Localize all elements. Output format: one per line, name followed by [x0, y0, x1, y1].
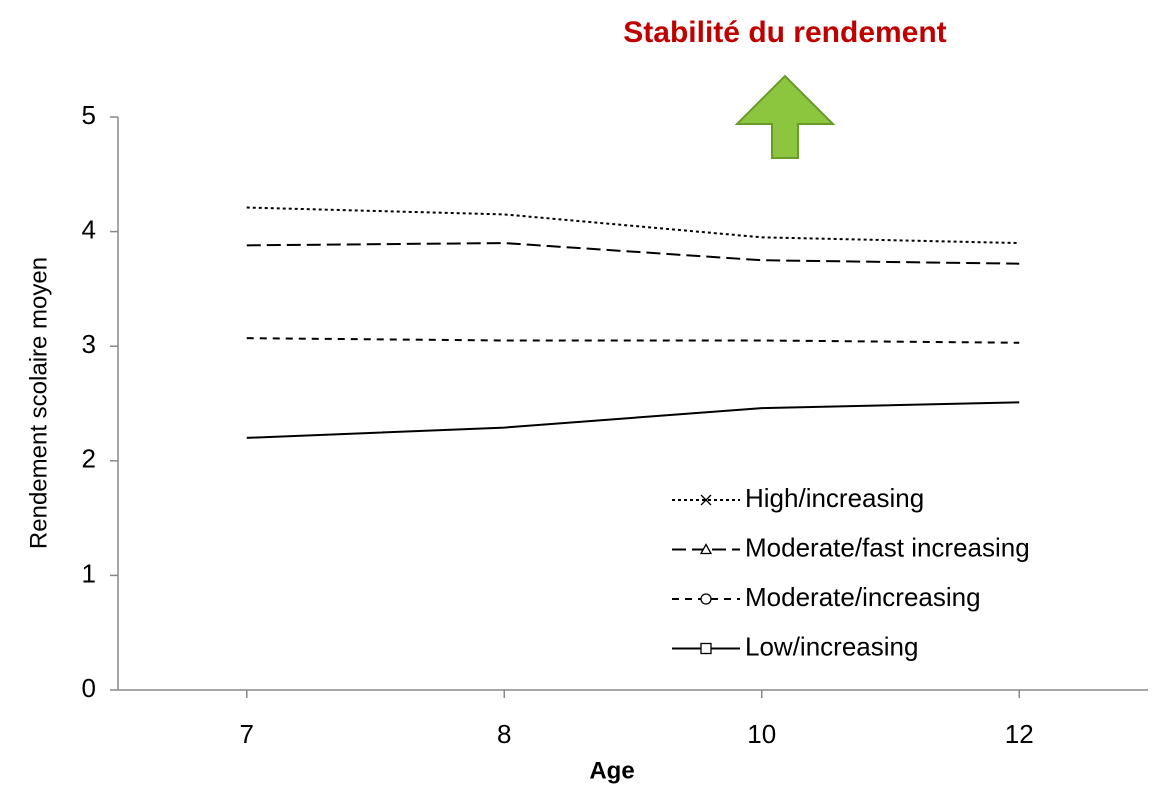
x-tick-label: 12 — [1005, 719, 1034, 749]
y-tick-label: 5 — [82, 100, 96, 130]
x-tick-label: 8 — [497, 719, 511, 749]
x-axis-label: Age — [589, 757, 634, 784]
series-line — [246, 206, 1020, 245]
y-tick-label: 4 — [82, 214, 96, 244]
legend-label: Low/increasing — [745, 631, 918, 661]
x-tick-label: 10 — [747, 719, 776, 749]
chart-title: Stabilité du rendement — [623, 16, 946, 49]
y-axis-label: Rendement scolaire moyen — [25, 257, 52, 549]
y-tick-label: 0 — [82, 673, 96, 703]
y-tick-label: 2 — [82, 444, 96, 474]
arrow-icon — [734, 74, 836, 159]
y-tick-label: 1 — [82, 558, 96, 588]
series-line — [246, 242, 1020, 265]
series-line — [246, 401, 1020, 439]
legend-marker — [699, 543, 713, 555]
legend-label: Moderate/increasing — [745, 582, 981, 612]
legend-marker — [700, 593, 712, 605]
legend-label: High/increasing — [745, 483, 924, 513]
series-line — [246, 337, 1020, 344]
legend-marker — [700, 494, 712, 506]
y-tick-label: 3 — [82, 329, 96, 359]
legend-marker — [700, 642, 712, 655]
x-tick-label: 7 — [240, 719, 254, 749]
legend-label: Moderate/fast increasing — [745, 532, 1030, 562]
